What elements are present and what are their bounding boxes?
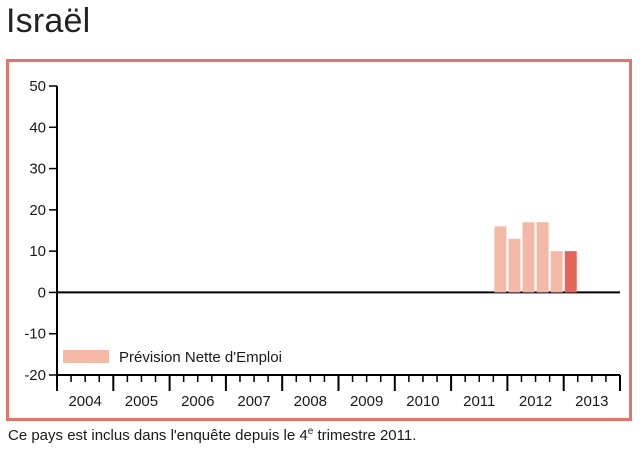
footnote-superscript: e: [307, 426, 314, 437]
y-tick-label: 40: [29, 119, 46, 136]
footnote-text-before: Ce pays est inclus dans l'enquête depuis…: [8, 427, 308, 444]
y-tick-label: -20: [24, 367, 46, 384]
x-tick-label: 2012: [519, 393, 552, 410]
y-tick-label: -10: [24, 326, 46, 343]
x-tick-label: 2008: [294, 393, 327, 410]
bar: [522, 222, 535, 293]
legend-label: Prévision Nette d'Emploi: [119, 349, 282, 366]
x-tick-label: 2007: [237, 393, 270, 410]
bar: [494, 226, 507, 293]
y-tick-label: 50: [29, 78, 46, 95]
bar: [564, 251, 577, 293]
y-tick-label: 20: [29, 202, 46, 219]
y-tick-label: 0: [38, 284, 46, 301]
page-title: Israël: [6, 2, 91, 40]
footnote: Ce pays est inclus dans l'enquête depuis…: [8, 426, 416, 444]
x-tick-label: 2004: [68, 393, 101, 410]
y-tick-label: 10: [29, 243, 46, 260]
footnote-text-after: trimestre 2011.: [313, 427, 417, 444]
x-tick-label: 2011: [463, 393, 495, 410]
x-tick-label: 2009: [350, 393, 383, 410]
y-tick-label: 30: [29, 161, 46, 178]
bar: [550, 251, 563, 293]
legend-swatch: [63, 350, 109, 363]
x-tick-label: 2010: [406, 393, 439, 410]
x-tick-label: 2005: [125, 393, 158, 410]
bar: [508, 238, 521, 293]
x-tick-label: 2013: [575, 393, 608, 410]
bar: [536, 222, 549, 293]
x-tick-label: 2006: [181, 393, 214, 410]
